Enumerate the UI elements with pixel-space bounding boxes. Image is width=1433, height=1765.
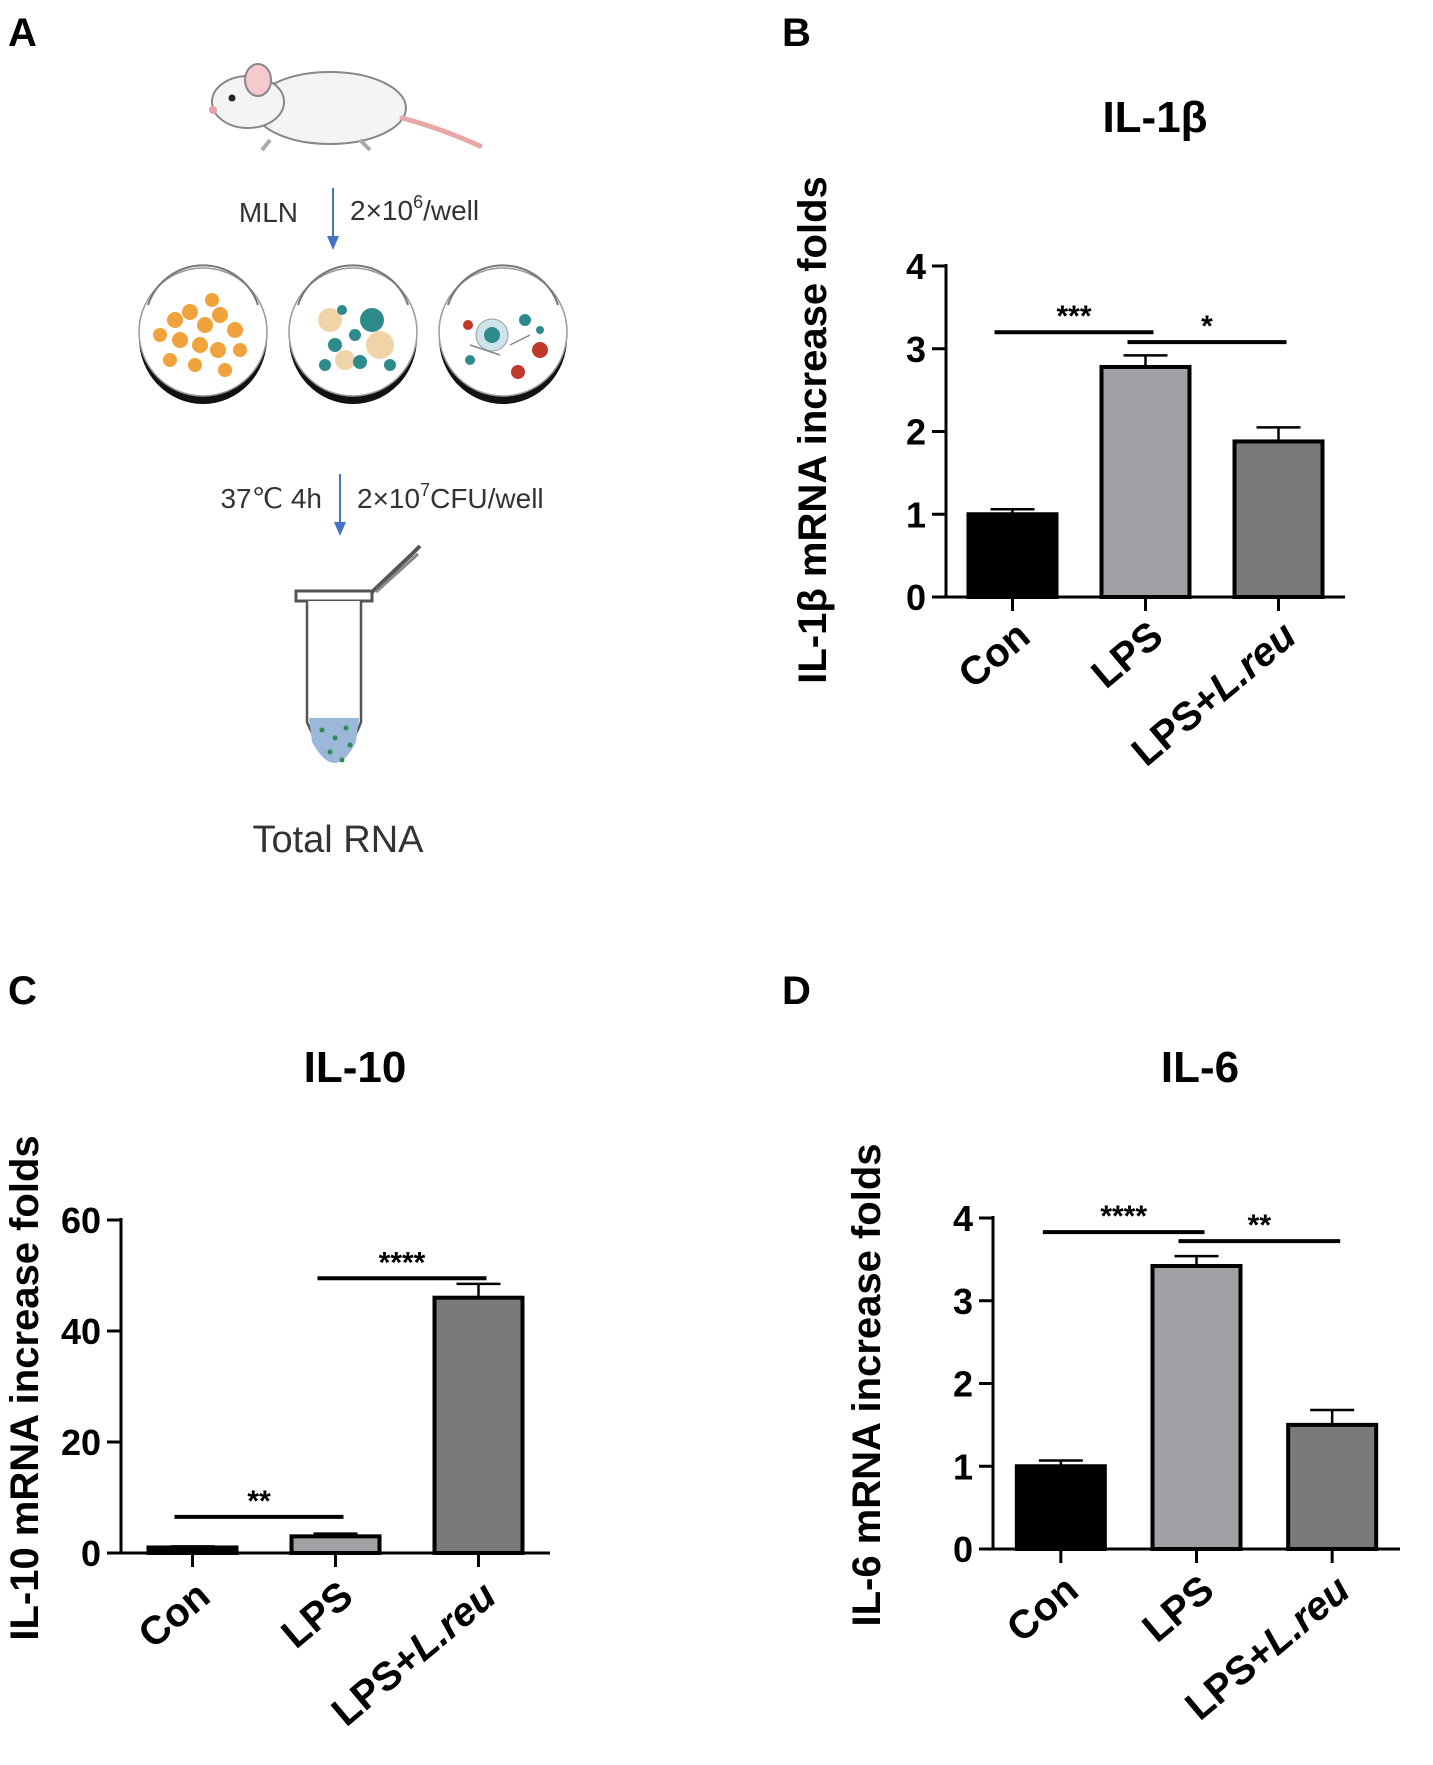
red-cells: [463, 320, 548, 379]
tube-icon: [294, 544, 422, 763]
arrow-2-head: [334, 522, 346, 536]
chart-title: IL-1β: [1102, 93, 1207, 142]
bar-lps: [1099, 364, 1192, 599]
schematic-panel: MLN 2×106/well: [138, 63, 568, 861]
significance-label: ****: [379, 1246, 426, 1279]
y-tick-label: 0: [81, 1533, 101, 1574]
significance-label: **: [1248, 1209, 1272, 1242]
dish-1: [138, 264, 268, 404]
mouse-icon: [209, 63, 483, 152]
significance-label: ****: [1100, 1200, 1147, 1233]
step2-left-label: 37℃ 4h: [220, 483, 322, 514]
chart-title: IL-6: [1161, 1043, 1239, 1092]
y-tick-label: 2: [906, 412, 926, 453]
y-tick-label: 1: [953, 1446, 973, 1487]
category-label-lps: LPS: [1134, 1567, 1222, 1651]
dish-2: [288, 264, 418, 404]
y-axis-label: IL-10 mRNA increase folds: [3, 1135, 47, 1640]
bar-con: [1014, 1464, 1107, 1551]
y-tick-label: 1: [906, 494, 926, 535]
y-tick-label: 60: [61, 1200, 101, 1241]
bar-lps: [289, 1534, 382, 1555]
dish-3: [438, 264, 568, 404]
bar-lps-lreu: [1286, 1422, 1379, 1551]
panel-letter-c: C: [8, 969, 37, 1013]
chart-il10: IL-10 IL-10 mRNA increase folds 0 20 40 60 Con…: [3, 1043, 550, 1735]
category-label-con: Con: [950, 613, 1038, 697]
panel-letter-b: B: [782, 11, 811, 55]
significance-label: ***: [1056, 300, 1091, 333]
panel-letter-d: D: [782, 969, 811, 1013]
step1-right-label: 2×106/well: [350, 192, 479, 226]
orange-cells: [153, 293, 247, 377]
chart-il1b: IL-1β IL-1β mRNA increase folds 0 1 2 3 4 Con LP…: [791, 93, 1345, 775]
total-rna-label: Total RNA: [252, 819, 424, 861]
step1-left-label: MLN: [239, 197, 298, 228]
bar-con: [146, 1545, 239, 1555]
y-tick-label: 40: [61, 1311, 101, 1352]
y-tick-label: 0: [953, 1529, 973, 1570]
teal-cells: [319, 305, 396, 371]
category-label-con: Con: [130, 1573, 218, 1657]
y-tick-label: 4: [953, 1198, 973, 1239]
y-axis-label: IL-6 mRNA increase folds: [845, 1143, 889, 1626]
tube-liquid: [309, 719, 359, 763]
bar-con: [966, 512, 1059, 599]
chart-title: IL-10: [304, 1043, 407, 1092]
category-label-lps: LPS: [273, 1573, 361, 1657]
significance-label: **: [247, 1485, 271, 1518]
bar-lps-lreu: [432, 1295, 525, 1555]
arrow-1-head: [327, 236, 339, 250]
bar-lps: [1150, 1263, 1243, 1551]
significance-label: *: [1201, 310, 1213, 343]
panel-letter-a: A: [8, 11, 37, 55]
step2-right-label: 2×107CFU/well: [357, 480, 544, 514]
y-axis-label: IL-1β mRNA increase folds: [791, 176, 835, 684]
y-tick-label: 4: [906, 246, 926, 287]
y-tick-label: 3: [906, 329, 926, 370]
bar-lps-lreu: [1232, 439, 1325, 599]
y-tick-label: 3: [953, 1281, 973, 1322]
y-tick-label: 2: [953, 1364, 973, 1405]
category-label-lps: LPS: [1083, 613, 1171, 697]
y-tick-label: 20: [61, 1422, 101, 1463]
category-label-con: Con: [999, 1567, 1087, 1651]
y-tick-label: 0: [906, 577, 926, 618]
